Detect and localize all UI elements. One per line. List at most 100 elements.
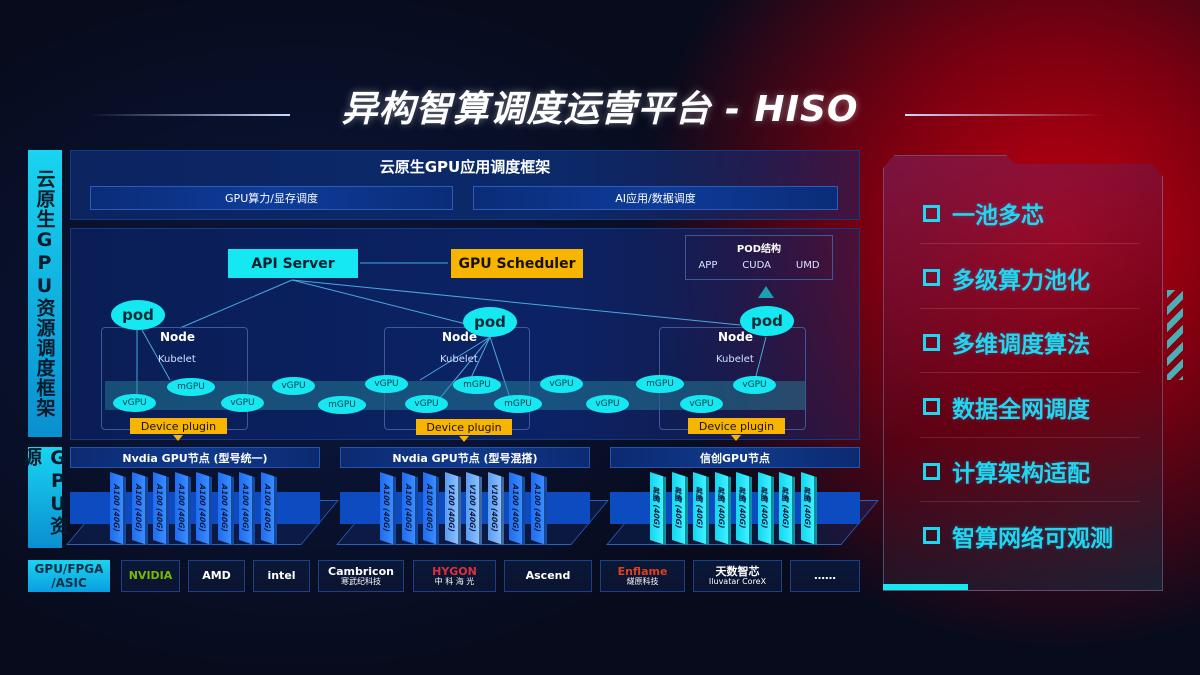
gpu-chip: A100 (40G) [196,472,212,546]
vendor-name: Cambricon [328,564,394,578]
vgpu: vGPU [221,394,264,412]
gpu-chip: 昇腾 (40G) [714,472,731,546]
gpu-chip: A100 (40G) [239,472,255,546]
vgpu: vGPU [586,395,629,413]
gpu-node-header-3: 信创GPU节点 [610,447,860,468]
gpu-chip: A100 (40G) [509,472,525,546]
gpu-chip: 昇腾 (40G) [779,472,795,546]
vgpu: vGPU [405,395,448,413]
vendor-logo-enflame: Enflame 燧原科技 [600,560,685,592]
divider [920,501,1140,502]
vendor-logo-more: 天数智芯 Iluvatar CoreX [693,560,782,592]
divider [920,307,1140,309]
kubelet-1: Kubelet [158,354,196,365]
checkbox-icon [923,527,940,544]
vendor-name: NVIDIA [128,568,173,582]
gpu-chip: A100 (40G) [401,472,418,546]
arrow-down-icon [459,436,469,442]
page-title: 异构智算调度运营平台 - HISO [341,89,859,130]
kubelet-3: Kubelet [716,354,754,365]
vgpu: vGPU [113,394,156,412]
title-deco-left [90,114,290,116]
checkbox-icon [923,333,940,351]
vendor-subtitle: 燧原科技 [626,576,659,586]
gpu-chip: 昇腾 (40G) [671,472,688,546]
feature-label: 智算网络可观测 [952,525,1113,552]
gpu-chip: A100 (40G) [110,472,126,546]
node-1-label: Node [160,330,196,344]
gpu-chip: 昇腾 (40G) [693,472,709,546]
gpu-chip: 昇腾 (40G) [736,472,752,546]
feature-item: 数据全网调度 [923,390,1090,424]
vendor-name: 天数智芯 [715,564,760,578]
pod-2: pod [463,307,517,337]
vendor-logo-amd: AMD [188,560,245,592]
pod-structure-box: POD结构 APP CUDA UMD [685,235,833,280]
ai-app-data-scheduling: AI应用/数据调度 [473,186,838,210]
vgpu: vGPU [365,375,408,393]
vendor-name: AMD [202,568,231,582]
arrow-down-icon [731,435,741,441]
features-panel [883,155,1163,591]
gpu-scheduler-box: GPU Scheduler [451,249,583,278]
left-label-scheduling: 云原生GPU资源调度框架 [28,150,62,437]
mgpu: mGPU [453,376,501,394]
vendor-subtitle: Iluvatar CoreX [708,576,767,586]
feature-label: 多级算力池化 [952,267,1090,294]
vendor-subtitle: 中 科 海 光 [434,576,475,586]
divider [920,436,1140,438]
divider [920,243,1140,244]
checkbox-icon [923,204,940,222]
gpu-compute-memory-scheduling: GPU算力/显存调度 [90,186,453,210]
feature-item: 智算网络可观测 [923,519,1113,553]
panel-stripes-deco [1167,290,1183,380]
vendor-name: HYGON [432,564,477,578]
gpu-chip: 昇腾 (40G) [650,472,666,546]
vendor-name: intel [267,568,296,582]
checkbox-icon [923,269,940,286]
gpu-chip: 昇腾 (40G) [800,472,817,546]
vgpu: vGPU [680,395,723,413]
vendor-logo-hygon: HYGON 中 科 海 光 [413,560,496,592]
feature-item: 计算架构适配 [923,454,1090,488]
gpu-node-band [610,492,860,524]
vendor-logo-cambricon: Cambricon 寒武纪科技 [318,560,404,592]
vendor-logo-intel: intel [253,560,310,592]
vendor-logo-nvidia: NVIDIA [121,560,180,592]
kubelet-2: Kubelet [440,354,478,365]
vgpu: vGPU [540,375,583,393]
framework-title: 云原生GPU应用调度框架 [379,158,551,176]
node-3-label: Node [718,330,754,344]
gpu-chip: A100 (40G) [530,472,547,546]
vgpu: vGPU [272,377,315,395]
gpu-chip: V100 (40G) [466,472,482,546]
gpu-chip: A100 (40G) [174,472,191,546]
pod-1: pod [111,300,165,330]
panel-corner-deco [883,584,968,590]
vendor-subtitle: 寒武纪科技 [341,576,381,586]
gpu-chip: A100 (40G) [153,472,169,546]
feature-label: 数据全网调度 [952,396,1090,423]
feature-item: 一池多芯 [923,196,1044,230]
gpu-chip: V100 (40G) [444,472,461,546]
pod-structure-umd: UMD [795,260,820,271]
vendor-name: Ascend [525,568,571,582]
device-plugin-1: Device plugin [130,418,227,434]
api-server-box: API Server [228,249,358,278]
gpu-chip: A100 (40G) [260,472,277,546]
gpu-node-band [70,492,320,524]
vgpu: vGPU [733,376,776,394]
vendor-logo-more: …… [790,560,860,592]
gpu-node-band [340,492,590,524]
feature-item: 多维调度算法 [923,325,1090,359]
mgpu: mGPU [636,375,684,393]
checkbox-icon [923,462,940,480]
device-plugin-3: Device plugin [688,418,785,434]
vendor-name: …… [814,568,836,582]
node-2-label: Node [442,330,478,344]
checkbox-icon [923,398,940,415]
vendor-name: Enflame [617,564,668,578]
gpu-chip: A100 (40G) [380,472,396,546]
vendor-label: GPU/FPGA /ASIC [28,560,110,592]
